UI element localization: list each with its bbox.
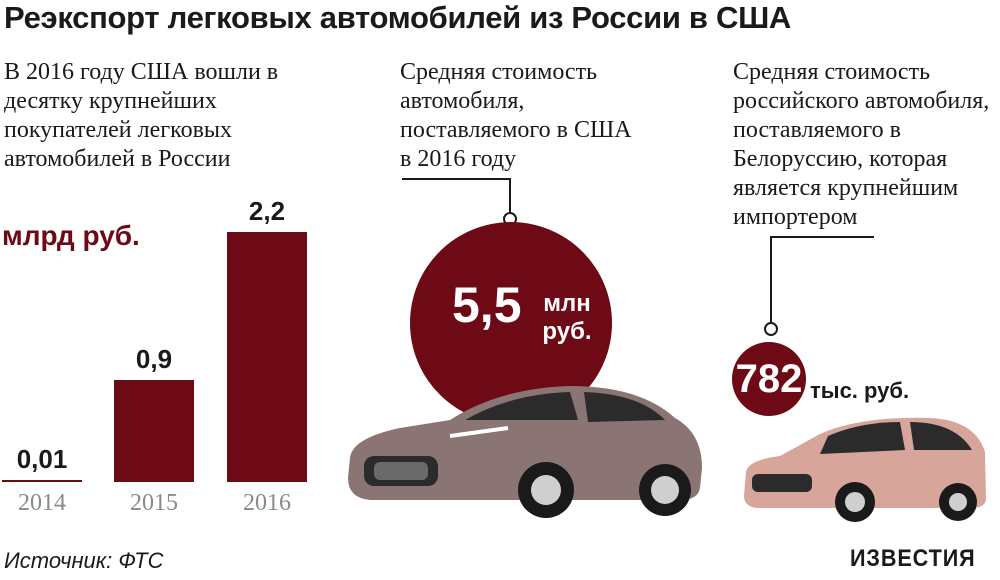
x-tick-label: 2015 (130, 490, 178, 516)
bar-2014 (2, 480, 82, 482)
usa-note-text: Средняя стоимость автомобиля, поставляем… (400, 59, 632, 172)
x-tick-label: 2014 (18, 490, 66, 516)
usa-car-illustration (348, 386, 702, 518)
bar-2016 (227, 232, 307, 482)
belarus-car-illustration (744, 417, 986, 522)
belarus-note-text: Средняя стоимость российского автомобиля… (733, 59, 990, 230)
x-tick-label: 2016 (243, 490, 291, 516)
bar-2015 (114, 379, 194, 482)
belarus-connector-v (770, 236, 772, 326)
belarus-value-circle (732, 342, 806, 416)
intro-text: В 2016 году США вошли в десятку крупнейш… (4, 59, 279, 172)
bar-value-label: 0,01 (16, 444, 68, 474)
belarus-connector-h (770, 236, 874, 238)
belarus-connector-dot (764, 322, 778, 336)
chart-title: Реэкспорт легковых автомобилей из России… (4, 0, 792, 35)
publisher-logo: ИЗВЕСТИЯ (850, 545, 976, 572)
usa-connector-v (509, 178, 511, 218)
belarus-value-unit: тыс. руб. (810, 378, 910, 403)
source-note: Источник: ФТС (4, 548, 164, 573)
usa-value: 5,5 (452, 277, 522, 333)
usa-connector-h (402, 178, 510, 180)
unit-label: млрд руб. (2, 220, 140, 251)
belarus-value: 782 (735, 357, 803, 401)
bar-value-label: 0,9 (135, 343, 173, 374)
bar-value-label: 2,2 (248, 196, 286, 226)
usa-value-unit: млн руб. (542, 290, 592, 345)
